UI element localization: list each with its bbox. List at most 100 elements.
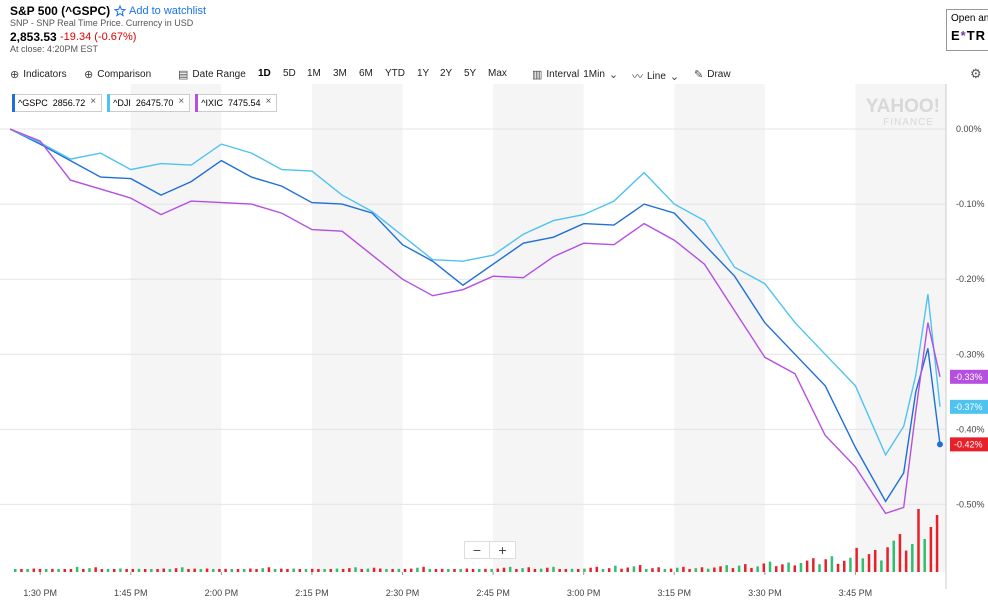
draw-button[interactable]: ✎ Draw <box>694 68 731 81</box>
comparison-chip[interactable]: ^GSPC 2856.72 × <box>12 94 103 112</box>
candlestick-icon: ▥ <box>532 69 543 81</box>
plus-circle-icon: ⊕ <box>84 69 94 81</box>
volume-bar <box>861 558 865 572</box>
draw-label: Draw <box>707 69 731 80</box>
volume-bar <box>440 568 444 572</box>
volume-bar <box>211 569 215 572</box>
page-title: S&P 500 (^GSPC) <box>10 4 111 18</box>
gear-icon[interactable]: ⚙ <box>970 66 982 81</box>
volume-bar <box>82 569 85 572</box>
end-value-labels: -0.33% -0.37% -0.42% <box>950 369 988 452</box>
volume-bar <box>403 569 407 572</box>
volume-bar <box>694 568 698 572</box>
volume-bar <box>595 566 599 572</box>
volume-bar <box>663 569 667 572</box>
volume-bar <box>744 564 747 572</box>
comparison-chip[interactable]: ^IXIC 7475.54 × <box>195 94 278 112</box>
zoom-out-button[interactable]: − <box>465 542 490 558</box>
chart-area[interactable]: YAHOO! FINANCE 0.00% -0.10% -0.20% -0.30% -0… <box>0 84 988 605</box>
volume-bar <box>929 527 933 572</box>
volume-bar <box>688 569 691 572</box>
series-line <box>9 128 941 503</box>
volume-bar <box>341 569 345 572</box>
add-to-watchlist-button[interactable]: Add to watchlist <box>114 5 206 17</box>
volume-bar <box>44 569 48 572</box>
close-icon[interactable]: × <box>90 96 97 107</box>
volume-bar <box>521 568 524 572</box>
range-6m-button[interactable]: 6M <box>359 68 373 79</box>
volume-bar <box>546 567 549 572</box>
time-band <box>130 84 222 572</box>
volume-bar <box>564 569 568 572</box>
volume-bar <box>799 563 803 572</box>
volume-bar <box>508 566 512 572</box>
comparison-chip[interactable]: ^DJI 26475.70 × <box>107 94 191 112</box>
last-point-dot <box>936 441 943 448</box>
chart-type-dropdown[interactable]: 〰 Line ⌄ <box>632 68 679 84</box>
range-1d-button[interactable]: 1D <box>258 68 271 79</box>
volume-bar <box>719 566 722 572</box>
x-tick-label: 2:15 PM <box>295 588 329 598</box>
volume-bar <box>434 569 438 572</box>
price-value: 2,853.53 <box>10 30 57 44</box>
ad-banner[interactable]: Open an E*TR <box>946 9 988 51</box>
volume-bar <box>756 566 759 572</box>
volume-bar <box>14 569 17 572</box>
indicators-button[interactable]: ⊕ Indicators <box>10 68 67 81</box>
range-1y-button[interactable]: 1Y <box>417 68 430 79</box>
volume-bar <box>787 562 790 572</box>
volume-bar <box>255 569 258 572</box>
volume-bar <box>119 568 122 572</box>
x-tick-label: 3:30 PM <box>748 588 782 598</box>
close-icon[interactable]: × <box>178 96 185 107</box>
zoom-in-button[interactable]: + <box>498 542 507 558</box>
y-tick-label: -0.20% <box>956 274 985 284</box>
range-5d-button[interactable]: 5D <box>283 68 296 79</box>
volume-bar <box>422 566 425 572</box>
volume-bar <box>935 515 939 572</box>
chip-value: 2856.72 <box>52 98 86 108</box>
volume-bar <box>917 509 920 572</box>
indicators-label: Indicators <box>23 69 67 80</box>
price-change: -19.34 (-0.67%) <box>60 31 137 43</box>
chip-color-bar <box>12 94 15 112</box>
comparison-button[interactable]: ⊕ Comparison <box>84 68 151 81</box>
volume-bar <box>533 569 537 572</box>
volume-bar <box>855 547 858 572</box>
close-icon[interactable]: × <box>265 96 272 107</box>
end-label-bg <box>950 437 988 452</box>
yahoo-finance-watermark: YAHOO! FINANCE <box>866 96 940 128</box>
series-line <box>9 128 941 457</box>
svg-text:FINANCE: FINANCE <box>883 117 934 128</box>
x-tick-label: 3:15 PM <box>657 588 691 598</box>
range-1m-button[interactable]: 1M <box>307 68 321 79</box>
volume-bar <box>69 569 73 572</box>
chevron-down-icon: ⌄ <box>608 69 619 81</box>
volume-bar <box>849 557 852 572</box>
quote-source: SNP - SNP Real Time Price. Currency in U… <box>10 18 194 28</box>
volume-bar <box>174 568 178 572</box>
volume-bar <box>527 567 530 572</box>
time-band <box>855 84 946 572</box>
interval-dropdown[interactable]: ▥ Interval 1Min ⌄ <box>532 68 618 81</box>
plus-circle-icon: ⊕ <box>10 69 20 81</box>
range-3m-button[interactable]: 3M <box>333 68 347 79</box>
range-ytd-button[interactable]: YTD <box>385 68 405 79</box>
grid-lines <box>0 128 946 505</box>
volume-bar <box>193 568 196 572</box>
end-label-text: -0.42% <box>954 439 983 449</box>
volume-bar <box>310 568 314 572</box>
volume-bar <box>805 560 809 572</box>
range-max-button[interactable]: Max <box>488 68 507 79</box>
volume-bar <box>267 567 271 572</box>
volume-bar <box>335 568 339 572</box>
volume-bar <box>583 568 586 572</box>
volume-bar <box>558 569 561 572</box>
chip-value: 26475.70 <box>135 98 174 108</box>
time-band <box>674 84 765 572</box>
y-tick-label: -0.10% <box>956 199 985 209</box>
date-range-button[interactable]: ▤ Date Range <box>178 68 246 81</box>
range-2y-button[interactable]: 2Y <box>440 68 453 79</box>
range-5y-button[interactable]: 5Y <box>464 68 477 79</box>
chip-color-bar <box>107 94 111 112</box>
